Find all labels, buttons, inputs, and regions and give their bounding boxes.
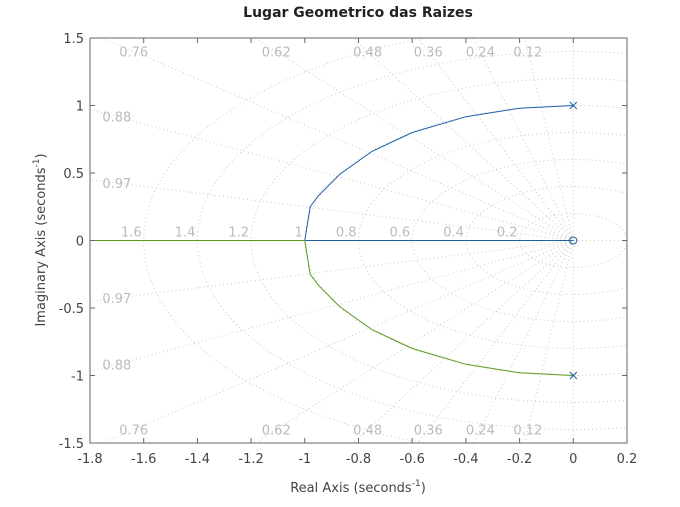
frequency-label: 0.2	[497, 226, 518, 241]
y-tick-label: -1	[71, 370, 84, 385]
x-tick-label: -1.2	[238, 452, 263, 467]
frequency-label: 1.2	[228, 226, 249, 241]
x-label-sup: -1	[412, 479, 421, 489]
frequency-label: 1.6	[121, 226, 142, 241]
frequency-label: 0.8	[336, 226, 357, 241]
y-tick-label: 0	[76, 235, 84, 250]
y-tick-label: -0.5	[59, 302, 84, 317]
damping-label: 0.97	[102, 177, 131, 192]
x-tick-label: 0	[569, 452, 577, 467]
damping-label: 0.24	[466, 424, 495, 439]
damping-label: 0.76	[119, 424, 148, 439]
damping-line	[90, 240, 574, 373]
damping-label: 0.88	[102, 358, 131, 373]
x-label-end: )	[421, 481, 426, 496]
damping-line	[254, 38, 574, 241]
damping-label: 0.62	[262, 46, 291, 61]
damping-label: 0.12	[513, 424, 542, 439]
damping-label: 0.88	[102, 111, 131, 126]
y-tick-label: -1.5	[59, 437, 84, 452]
damping-label: 0.24	[466, 46, 495, 61]
x-tick-label: -0.2	[507, 452, 532, 467]
x-tick-label: -1	[298, 452, 311, 467]
frequency-label: 1	[295, 226, 303, 241]
damping-label: 0.62	[262, 424, 291, 439]
x-label-text: Real Axis (seconds	[290, 481, 412, 496]
frequency-label: 0.6	[390, 226, 411, 241]
x-tick-label: -0.6	[400, 452, 425, 467]
x-tick-label: 0.2	[617, 452, 638, 467]
frequency-label: 0.4	[443, 226, 464, 241]
frequency-label: 1.4	[175, 226, 196, 241]
chart-title: Lugar Geometrico das Raizes	[243, 5, 473, 21]
y-tick-label: 1	[76, 100, 84, 115]
damping-label: 0.36	[414, 424, 443, 439]
damping-label: 0.48	[353, 424, 382, 439]
y-label-text: Imaginary Axis (seconds	[34, 167, 49, 326]
damping-label: 0.76	[119, 46, 148, 61]
damping-label: 0.97	[102, 292, 131, 307]
x-axis-label: Real Axis (seconds-1)	[290, 479, 426, 496]
y-axis-label: Imaginary Axis (seconds-1)	[32, 153, 49, 326]
damping-label: 0.48	[353, 46, 382, 61]
pole-marker	[569, 101, 578, 110]
x-tick-label: -1.6	[131, 452, 156, 467]
damping-line	[90, 108, 574, 241]
y-tick-label: 1.5	[63, 32, 84, 47]
locus-branch	[90, 240, 574, 376]
y-label-sup: -1	[32, 159, 42, 168]
x-tick-label: -0.4	[453, 452, 478, 467]
y-tick-label: 0.5	[63, 167, 84, 182]
damping-line	[254, 240, 574, 443]
x-tick-label: -1.4	[185, 452, 210, 467]
y-label-end: )	[34, 153, 49, 158]
damping-label: 0.12	[513, 46, 542, 61]
damping-label: 0.36	[414, 46, 443, 61]
pole-marker	[569, 371, 578, 380]
x-tick-label: -1.8	[77, 452, 102, 467]
locus-branch	[304, 105, 574, 241]
x-tick-label: -0.8	[346, 452, 371, 467]
zero-marker	[569, 236, 578, 245]
